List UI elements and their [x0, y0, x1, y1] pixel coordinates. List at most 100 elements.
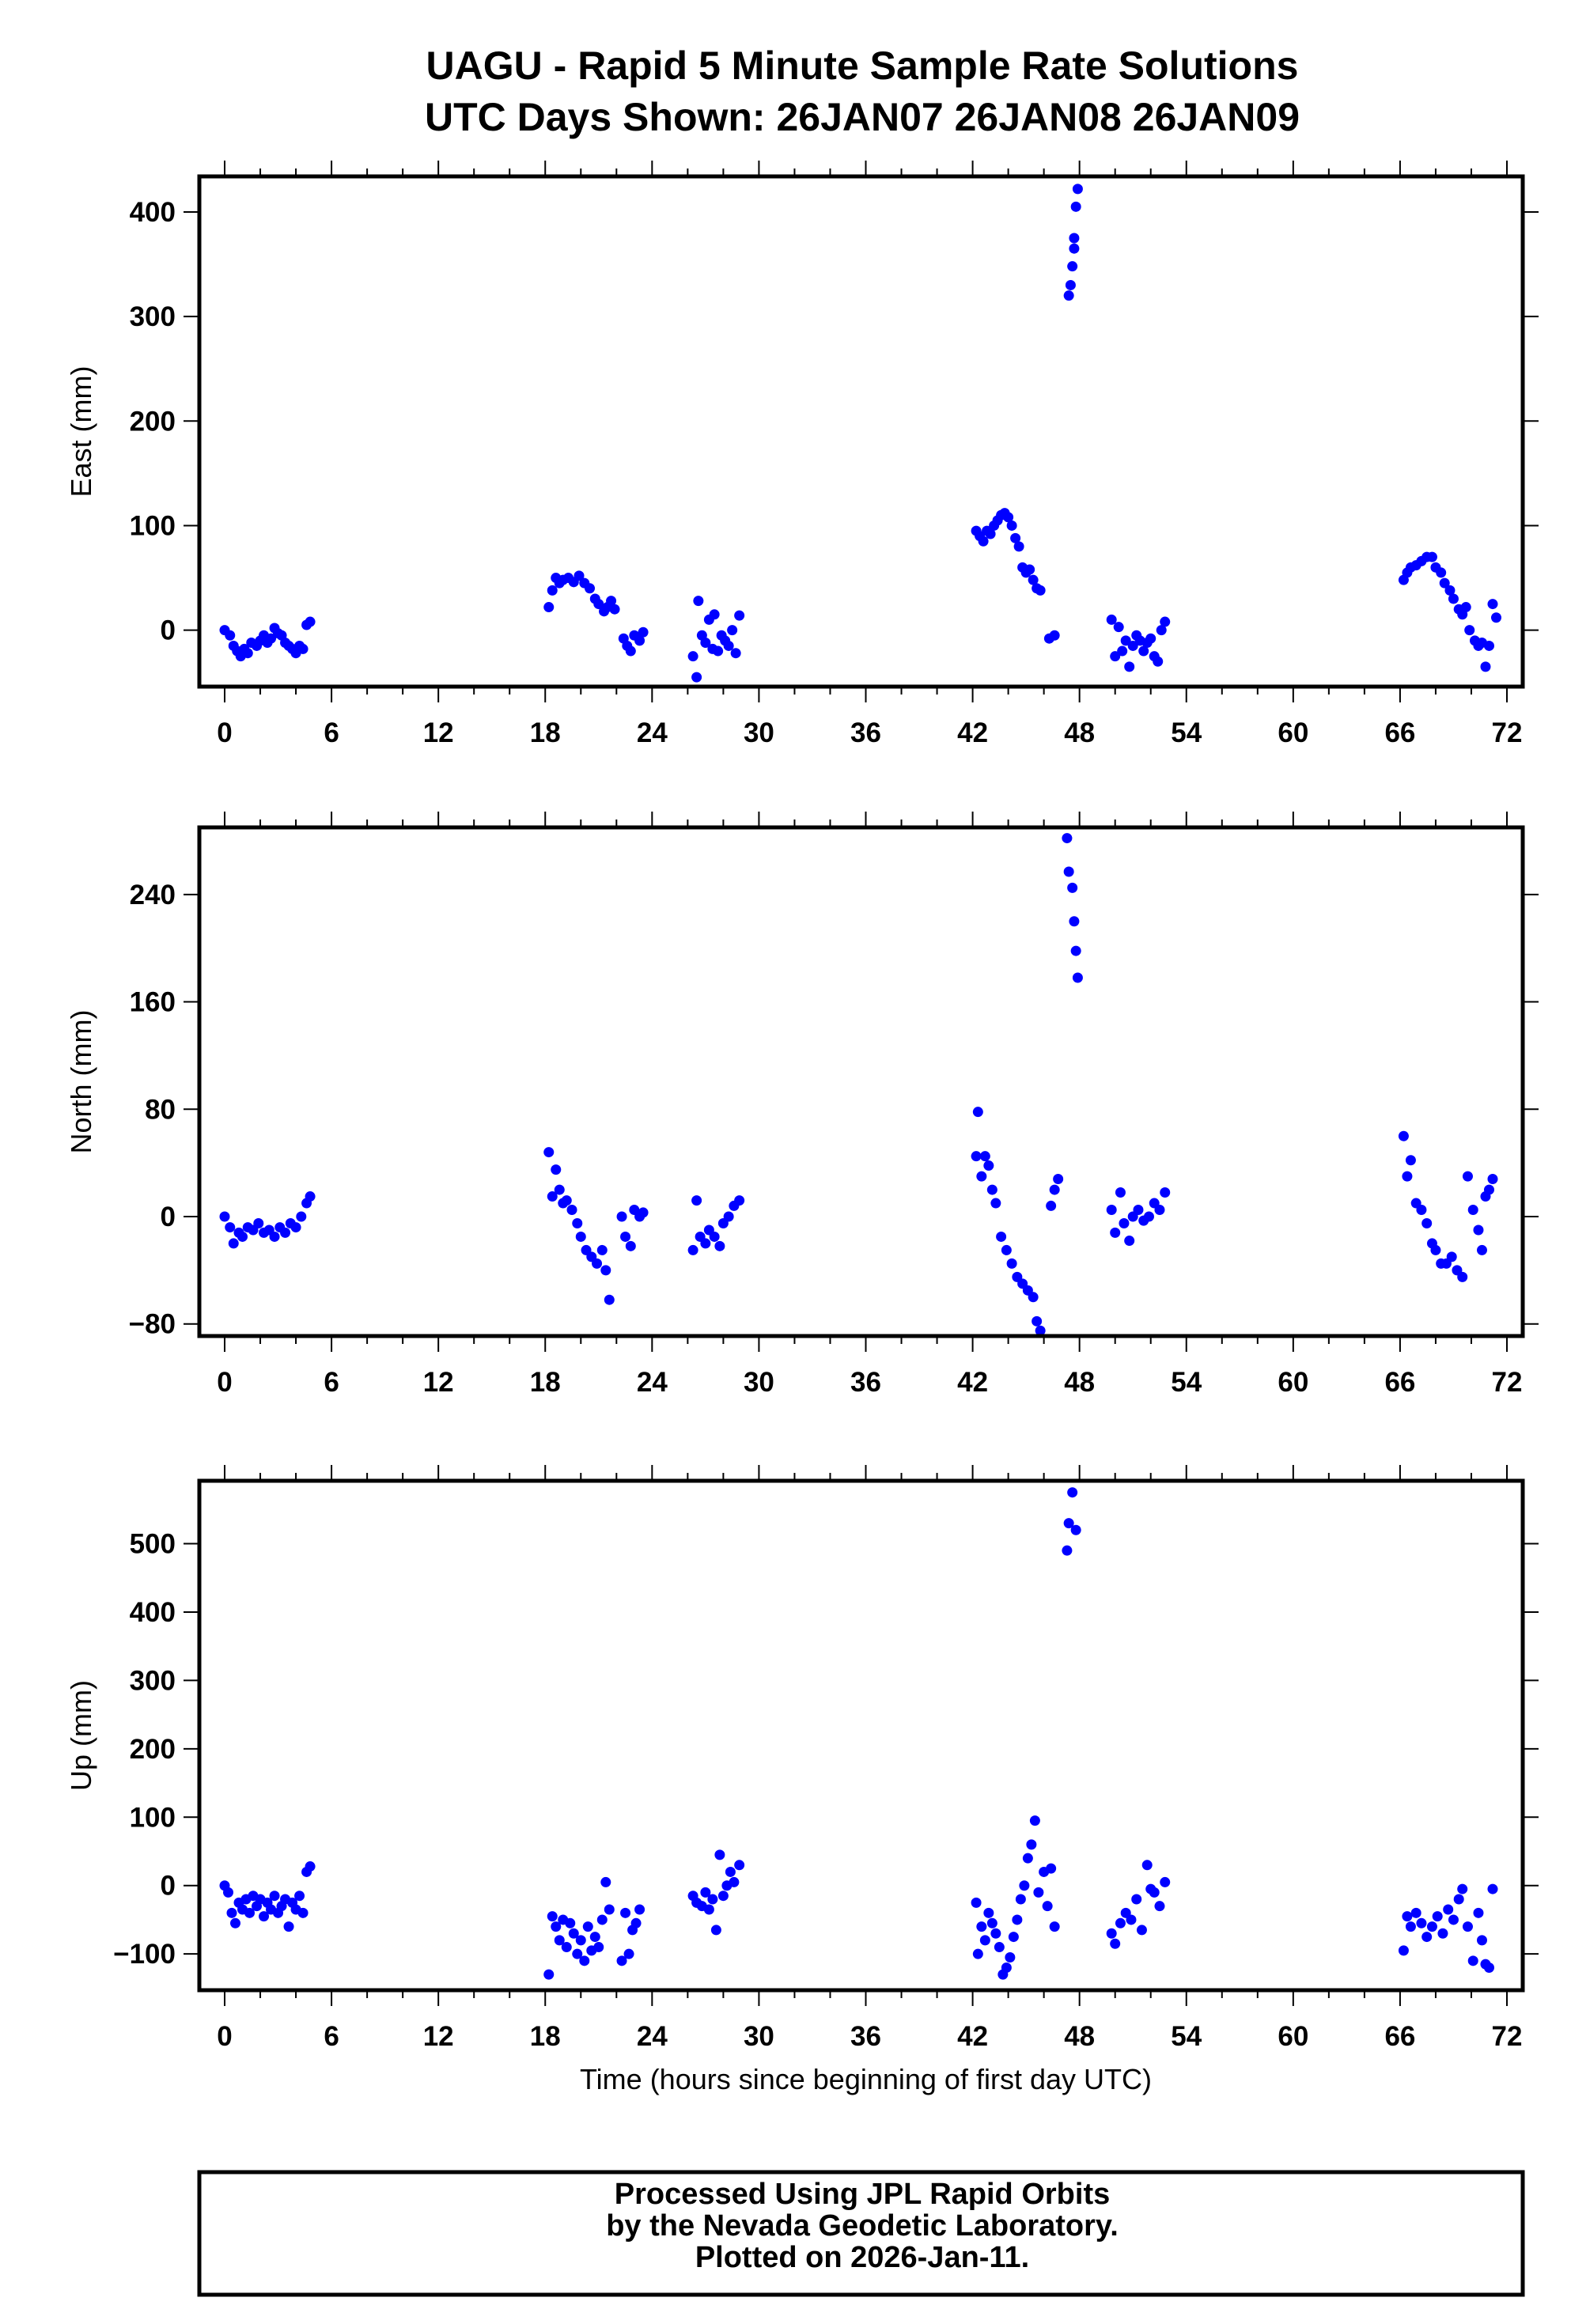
data-point — [230, 1917, 241, 1928]
data-point — [1138, 645, 1149, 657]
data-point — [1010, 532, 1021, 543]
x-tick-label: 60 — [1278, 717, 1308, 748]
data-point — [616, 1211, 627, 1222]
data-point — [1398, 1130, 1409, 1141]
data-point — [1070, 1524, 1081, 1535]
data-point — [1487, 1883, 1498, 1894]
x-tick-label: 66 — [1384, 2021, 1415, 2052]
data-point — [551, 1164, 562, 1175]
y-tick-label: 0 — [161, 1202, 176, 1232]
x-tick-label: 42 — [957, 1367, 988, 1398]
y-tick-label: 100 — [130, 1802, 176, 1833]
data-point — [283, 1921, 294, 1932]
data-point — [1126, 1914, 1137, 1925]
data-point — [1106, 1205, 1117, 1216]
data-point — [1457, 1883, 1468, 1894]
y-axis-label: North (mm) — [65, 1010, 97, 1154]
data-point — [1149, 1887, 1160, 1898]
data-point — [1008, 1932, 1019, 1943]
data-point — [1049, 1921, 1060, 1932]
x-tick-label: 18 — [530, 717, 561, 748]
y-tick-label: 200 — [130, 406, 176, 437]
y-tick-label: 300 — [130, 1665, 176, 1696]
data-point — [547, 585, 558, 596]
x-tick-label: 54 — [1171, 1367, 1202, 1398]
data-point — [1160, 1187, 1171, 1198]
data-point — [1160, 1876, 1171, 1887]
x-tick-label: 24 — [637, 717, 668, 748]
data-point — [290, 1222, 301, 1233]
y-axis-label: East (mm) — [65, 366, 97, 498]
data-point — [1062, 1545, 1073, 1556]
plot-frame — [197, 1478, 1525, 1993]
data-point — [297, 643, 309, 654]
data-point — [1156, 625, 1167, 636]
data-point — [223, 1887, 234, 1898]
data-point — [582, 1921, 593, 1932]
data-point — [1029, 1815, 1040, 1826]
footer-line1: Processed Using JPL Rapid Orbits — [615, 2178, 1110, 2211]
data-point — [691, 1195, 702, 1206]
x-tick-label: 30 — [744, 717, 774, 748]
data-point — [1131, 1894, 1142, 1905]
x-tick-label: 18 — [530, 2021, 561, 2052]
data-point — [638, 1207, 649, 1218]
panel-1: 0 6 12 18 24 30 36 42 48 54 60 66 72 0 100 200 300 400 Eas… — [65, 161, 1539, 748]
data-point — [1402, 1911, 1413, 1922]
x-tick-label: 60 — [1278, 2021, 1308, 2052]
data-point — [1069, 243, 1080, 254]
data-point — [990, 1928, 1001, 1939]
data-point — [600, 1265, 611, 1276]
data-point — [1124, 1236, 1135, 1247]
data-point — [225, 630, 236, 641]
data-point — [1405, 1921, 1416, 1932]
data-point — [1012, 1914, 1023, 1925]
data-point — [305, 1861, 316, 1872]
x-tick-label: 60 — [1278, 1367, 1308, 1398]
data-point — [1410, 1907, 1421, 1918]
data-point — [543, 602, 555, 613]
x-tick-label: 54 — [1171, 2021, 1202, 2052]
data-point — [1005, 1952, 1016, 1963]
data-point — [717, 1891, 729, 1902]
data-point — [219, 1211, 230, 1222]
data-point — [253, 1217, 264, 1228]
data-point — [983, 1907, 994, 1918]
data-point — [630, 1917, 642, 1928]
data-point — [593, 1942, 604, 1953]
data-point — [972, 1948, 983, 1959]
data-point — [634, 635, 645, 646]
data-point — [1145, 633, 1156, 644]
data-point — [1436, 567, 1447, 578]
data-point — [714, 1240, 725, 1251]
data-point — [1416, 1205, 1427, 1216]
panel-2: 0 6 12 18 24 30 36 42 48 54 60 66 72 −80 0 80 160 240 Nort… — [65, 812, 1539, 1398]
data-point — [1448, 593, 1459, 604]
chart-title-line2: UTC Days Shown: 26JAN07 26JAN08 26JAN09 — [425, 95, 1300, 139]
data-point — [1483, 1184, 1494, 1195]
data-point — [244, 1907, 256, 1918]
data-point — [1069, 233, 1080, 244]
data-point — [572, 1948, 583, 1959]
x-tick-label: 66 — [1384, 717, 1415, 748]
data-point — [730, 648, 741, 659]
x-tick-label: 66 — [1384, 1367, 1415, 1398]
data-point — [1127, 640, 1138, 651]
data-point — [1141, 1860, 1153, 1871]
data-point — [1432, 1911, 1443, 1922]
data-point — [1467, 1205, 1478, 1216]
data-point — [1483, 640, 1494, 651]
x-tick-label: 6 — [324, 1367, 339, 1398]
x-tick-label: 30 — [744, 2021, 774, 2052]
data-point — [634, 1904, 645, 1915]
data-point — [1473, 1907, 1484, 1918]
data-point — [709, 609, 720, 620]
x-tick-label: 36 — [850, 1367, 881, 1398]
data-point — [296, 1211, 307, 1222]
data-point — [561, 1942, 572, 1953]
data-point — [294, 1891, 305, 1902]
data-point — [971, 1151, 982, 1162]
data-point — [1042, 1901, 1053, 1912]
data-point — [1032, 1315, 1043, 1327]
data-point — [266, 633, 277, 644]
